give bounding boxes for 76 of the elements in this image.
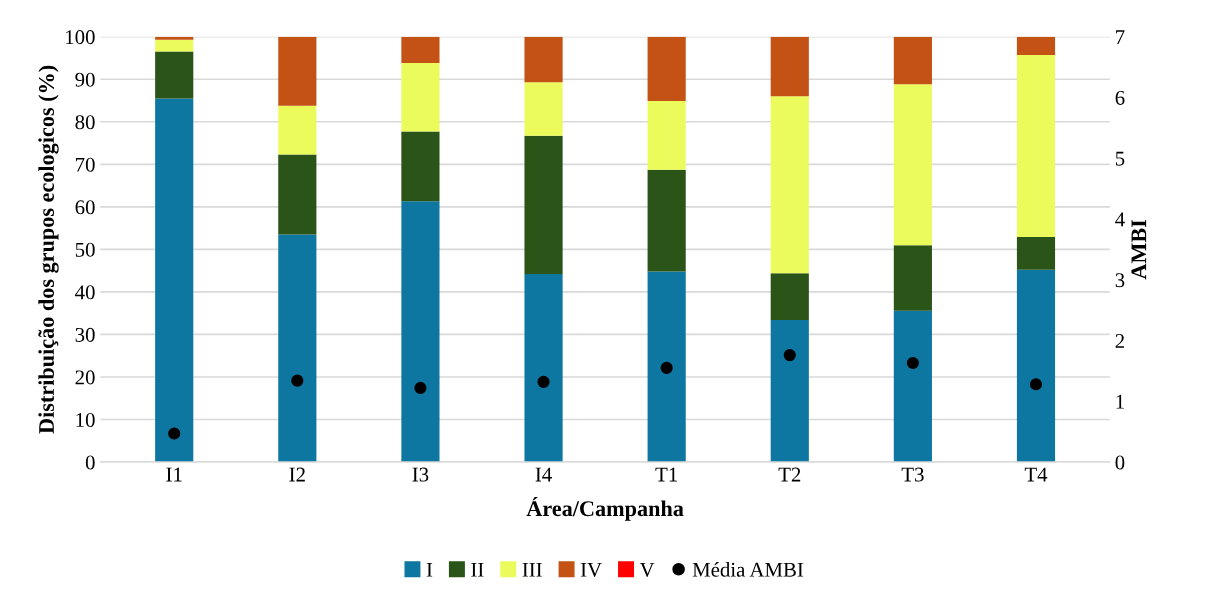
legend-label: II xyxy=(471,562,484,577)
bar xyxy=(524,82,563,136)
bar xyxy=(647,271,686,463)
x-tick-label: I2 xyxy=(289,467,305,482)
bar xyxy=(893,310,932,463)
bar xyxy=(155,36,194,40)
x-tick-label: I1 xyxy=(166,467,182,482)
bar xyxy=(278,105,317,155)
y-tick-label: 20 xyxy=(75,370,95,385)
bar xyxy=(155,39,194,52)
bar xyxy=(647,36,686,101)
bar xyxy=(893,245,932,311)
x-tick-label: T2 xyxy=(778,467,801,482)
bar xyxy=(1016,36,1056,56)
y-tick-label: 70 xyxy=(76,157,95,172)
x-axis-title: Área/Campanha xyxy=(526,496,684,521)
bar xyxy=(893,84,932,246)
bar xyxy=(524,274,563,463)
point xyxy=(291,374,304,387)
y2-tick-label: 3 xyxy=(1115,273,1125,288)
y2-tick-label: 6 xyxy=(1115,90,1125,105)
bar xyxy=(524,135,563,275)
bar xyxy=(1016,55,1056,238)
x-tick-label: T3 xyxy=(901,467,924,482)
point xyxy=(783,349,796,362)
x-tick-label: I4 xyxy=(535,467,552,482)
y-tick-label: 60 xyxy=(75,200,95,215)
bar xyxy=(1016,237,1056,270)
y2-tick-label: 4 xyxy=(1115,212,1125,227)
legend-label: IV xyxy=(580,562,602,577)
y2-tick-label: 0 xyxy=(1115,455,1125,470)
x-tick-label: I3 xyxy=(412,467,429,482)
point xyxy=(1029,378,1043,391)
y-tick-label: 0 xyxy=(85,455,95,470)
bar xyxy=(770,36,809,97)
y2-axis-title: AMBI xyxy=(1131,219,1147,280)
bar xyxy=(278,234,317,463)
bar xyxy=(893,36,932,85)
point xyxy=(906,356,919,370)
x-tick-label: T4 xyxy=(1024,467,1048,482)
point xyxy=(660,361,673,374)
y-tick-label: 40 xyxy=(75,285,95,300)
y2-tick-label: 5 xyxy=(1115,151,1125,166)
y-tick-label: 30 xyxy=(75,327,95,342)
bar xyxy=(401,131,440,202)
bar xyxy=(401,201,440,463)
bar xyxy=(770,96,809,274)
bar xyxy=(770,320,809,463)
legend-label: Média AMBI xyxy=(692,562,804,577)
y-tick-label: 80 xyxy=(75,115,95,130)
y2-tick-label: 7 xyxy=(1116,30,1125,44)
y-axis-title: Distribuição dos grupos ecologicos (%) xyxy=(38,65,59,434)
bar xyxy=(1016,269,1056,463)
y-tick-label: 100 xyxy=(66,30,95,45)
y-tick-label: 10 xyxy=(76,412,95,427)
bar xyxy=(278,36,317,106)
legend-label: V xyxy=(639,562,655,577)
bar xyxy=(155,98,194,463)
y2-tick-label: 1 xyxy=(1116,394,1124,409)
point xyxy=(414,381,427,395)
y-tick-label: 90 xyxy=(75,72,95,87)
point xyxy=(168,427,181,440)
bar xyxy=(647,169,686,272)
y-tick-label: 50 xyxy=(75,242,95,257)
bar xyxy=(647,100,686,170)
bar xyxy=(524,36,563,83)
bar xyxy=(401,63,440,132)
x-tick-label: T1 xyxy=(655,467,677,482)
y2-tick-label: 2 xyxy=(1115,333,1124,348)
legend-label: I xyxy=(426,562,433,577)
bar xyxy=(770,273,809,320)
bar xyxy=(155,51,194,99)
bar xyxy=(278,154,317,235)
legend-label: III xyxy=(522,562,542,577)
bar xyxy=(401,36,440,64)
point xyxy=(537,375,550,388)
